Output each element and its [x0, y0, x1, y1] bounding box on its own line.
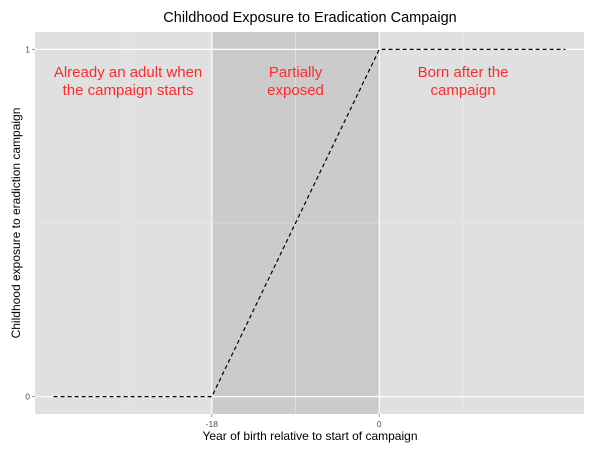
region-label-2: Born after the campaign — [418, 64, 509, 99]
x-tick-label: 0 — [377, 419, 382, 429]
series-line-0 — [53, 48, 566, 398]
series-layer — [53, 48, 566, 398]
x-tick-label: -18 — [206, 419, 219, 429]
chart-title: Childhood Exposure to Eradication Campai… — [163, 10, 456, 26]
y-tick-label: 1 — [25, 44, 30, 54]
region-label-1: Partially exposed — [267, 64, 324, 99]
ticks-layer: -18 0 0 1 — [25, 44, 382, 429]
y-axis-label: Childhood exposure to eradiction campaig… — [9, 108, 23, 339]
y-tick-label: 0 — [25, 392, 30, 402]
region-label-0: Already an adult when the campaign starts — [54, 64, 202, 99]
annotation-layer: Already an adult when the campaign starts… — [54, 64, 509, 99]
x-axis-label: Year of birth relative to start of campa… — [202, 429, 417, 443]
minor-grid — [35, 32, 584, 414]
